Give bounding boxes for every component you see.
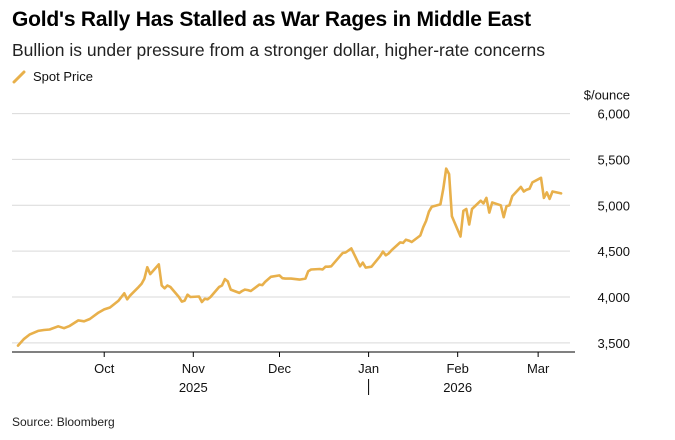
legend-label: Spot Price <box>33 69 93 84</box>
y-axis-label: $/ounce <box>584 88 630 103</box>
x-tick-label: Jan <box>358 361 379 376</box>
x-tick-label: Nov <box>182 361 206 376</box>
legend: Spot Price <box>12 69 93 84</box>
source-note: Source: Bloomberg <box>12 415 115 429</box>
x-tick-label: Mar <box>527 361 550 376</box>
series-line-spot-price <box>16 167 563 347</box>
y-tick-label: 4,000 <box>597 290 630 305</box>
y-tick-label: 5,500 <box>597 152 630 167</box>
year-label: 2025 <box>179 380 208 395</box>
chart-title: Gold's Rally Has Stalled as War Rages in… <box>12 8 531 31</box>
y-tick-label: 4,500 <box>597 244 630 259</box>
y-tick-label: 5,000 <box>597 198 630 213</box>
x-tick-label: Dec <box>268 361 292 376</box>
y-tick-label: 6,000 <box>597 107 630 122</box>
y-tick-label: 3,500 <box>597 336 630 351</box>
year-label: 2026 <box>443 380 472 395</box>
x-tick-label: Oct <box>94 361 115 376</box>
chart-subtitle: Bullion is under pressure from a stronge… <box>12 40 546 60</box>
x-tick-label: Feb <box>446 361 468 376</box>
legend-line-icon <box>12 70 26 83</box>
